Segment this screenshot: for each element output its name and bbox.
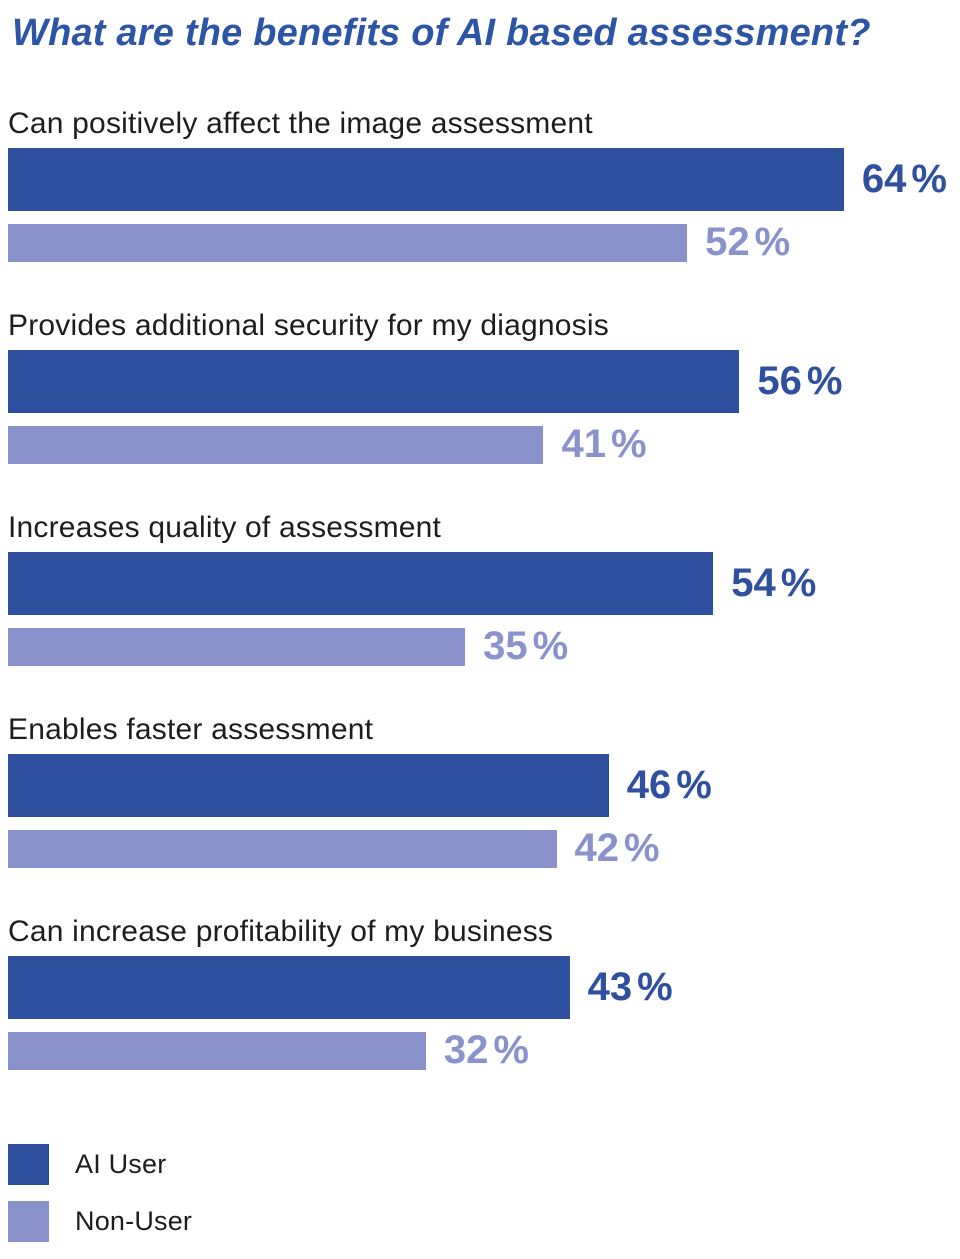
- bar-row-ai-user: 56%: [8, 349, 960, 413]
- non-user-value-label: 41%: [561, 422, 647, 467]
- percent-sign: %: [676, 762, 712, 807]
- bar-row-ai-user: 54%: [8, 551, 960, 615]
- percent-sign: %: [624, 826, 660, 871]
- ai-user-bar: [8, 955, 570, 1019]
- legend: AI User Non-User: [8, 1143, 960, 1242]
- bar-row-non-user: 35%: [8, 624, 960, 668]
- bar-group: Can positively affect the image assessme…: [8, 106, 960, 264]
- ai-user-value-label: 54%: [731, 560, 817, 605]
- percent-sign: %: [780, 560, 817, 605]
- category-label: Can positively affect the image assessme…: [8, 106, 593, 140]
- ai-user-bar: [8, 753, 609, 817]
- percent-sign: %: [493, 1028, 529, 1073]
- non-user-swatch-icon: [8, 1200, 49, 1242]
- ai-user-bar: [8, 349, 740, 413]
- legend-label-non-user: Non-User: [75, 1205, 193, 1236]
- percent-sign: %: [532, 624, 569, 669]
- category-label: Enables faster assessment: [8, 712, 374, 746]
- percent-sign: %: [754, 220, 791, 265]
- category-label: Can increase profitability of my busines…: [8, 914, 554, 948]
- non-user-bar: [8, 223, 688, 262]
- ai-user-value-label: 43%: [587, 964, 673, 1009]
- non-user-bar: [8, 425, 544, 464]
- bar-row-ai-user: 46%: [8, 753, 960, 817]
- bar-group: Provides additional security for my diag…: [8, 308, 960, 466]
- non-user-bar: [8, 829, 557, 868]
- bar-group: Increases quality of assessment 54% 35%: [8, 510, 960, 668]
- ai-user-bar: [8, 147, 844, 211]
- non-user-value-label: 42%: [574, 826, 660, 871]
- legend-item-ai-user: AI User: [8, 1143, 960, 1185]
- percent-sign: %: [637, 964, 673, 1009]
- bar-row-non-user: 32%: [8, 1028, 960, 1072]
- non-user-value-label: 35%: [483, 624, 569, 669]
- bar-row-non-user: 52%: [8, 220, 960, 264]
- category-label: Provides additional security for my diag…: [8, 308, 609, 342]
- bar-row-ai-user: 43%: [8, 955, 960, 1019]
- category-label: Increases quality of assessment: [8, 510, 442, 544]
- ai-user-bar: [8, 551, 714, 615]
- non-user-bar: [8, 627, 466, 666]
- non-user-value-label: 32%: [443, 1028, 529, 1073]
- ai-user-value-label: 64%: [861, 156, 947, 201]
- percent-sign: %: [911, 156, 947, 201]
- ai-user-value-label: 56%: [757, 358, 843, 403]
- ai-user-value-label: 46%: [626, 762, 712, 807]
- page-title: What are the benefits of AI based assess…: [12, 12, 871, 54]
- non-user-value-label: 52%: [705, 220, 791, 265]
- percent-sign: %: [806, 358, 843, 403]
- bar-group: Can increase profitability of my busines…: [8, 914, 960, 1072]
- percent-sign: %: [610, 422, 647, 467]
- bar-row-ai-user: 64%: [8, 147, 960, 211]
- legend-label-ai-user: AI User: [75, 1148, 167, 1179]
- non-user-bar: [8, 1031, 426, 1070]
- ai-user-swatch-icon: [8, 1143, 49, 1185]
- bar-row-non-user: 42%: [8, 826, 960, 870]
- legend-item-non-user: Non-User: [8, 1200, 960, 1242]
- bar-group: Enables faster assessment 46% 42%: [8, 712, 960, 870]
- bar-row-non-user: 41%: [8, 422, 960, 466]
